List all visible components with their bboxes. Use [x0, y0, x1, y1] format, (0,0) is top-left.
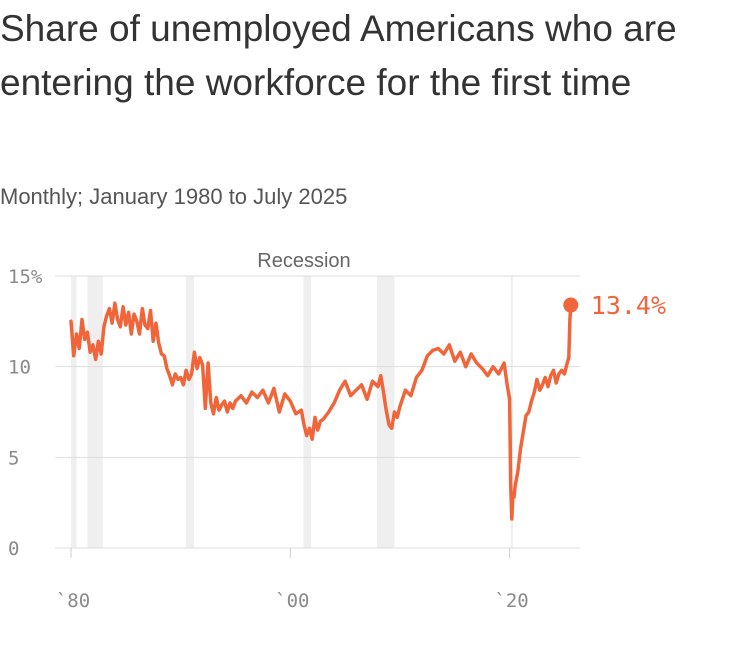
x-tick-label: `80	[56, 590, 90, 612]
recession-band	[303, 276, 312, 548]
data-line	[69, 301, 573, 521]
chart-title: Share of unemployed Americans who are en…	[0, 8, 677, 103]
recession-bands	[71, 276, 513, 548]
x-ticks: `80 `00 `20	[56, 548, 529, 612]
recession-band	[186, 276, 194, 548]
chart-subtitle: Monthly; January 1980 to July 2025	[0, 184, 348, 209]
recession-band	[71, 276, 77, 548]
y-tick-label: 0	[8, 538, 19, 560]
end-value-label: 13.4%	[591, 291, 666, 320]
recession-label: Recession	[257, 250, 350, 272]
y-tick-label: 5	[8, 447, 19, 469]
recession-band	[87, 276, 103, 548]
x-tick-label: `20	[494, 590, 528, 612]
data-line-group	[69, 301, 573, 521]
y-tick-label: 15%	[8, 266, 43, 288]
end-point-marker	[563, 297, 579, 313]
recession-band	[510, 276, 513, 548]
y-tick-label: 10	[8, 357, 31, 379]
line-chart: 15% 10 5 0 `80 `00 `20 Recession 13.4%	[8, 250, 666, 612]
x-tick-label: `00	[275, 590, 309, 612]
